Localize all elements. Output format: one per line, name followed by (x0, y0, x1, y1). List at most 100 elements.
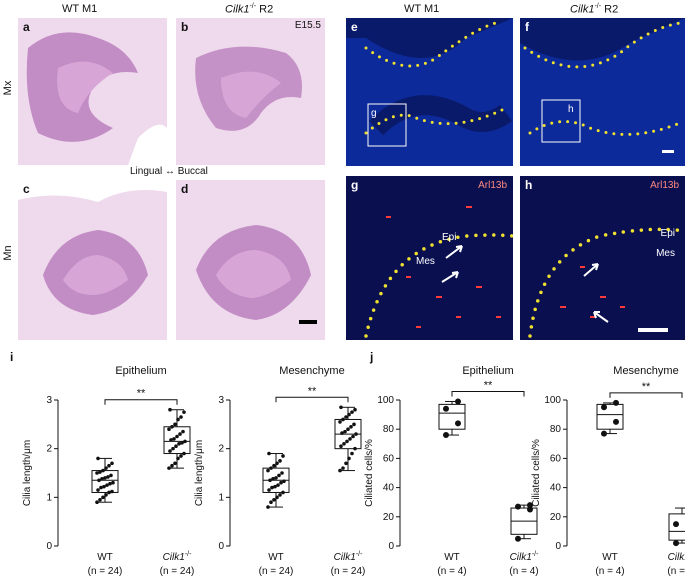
chart-2-point-1-1 (527, 506, 533, 513)
header-he-wt-text: WT M1 (62, 3, 98, 15)
chart-0-point-0-14 (103, 476, 107, 480)
chart-0-ytick-label-3: 3 (46, 395, 52, 406)
chart-1-point-0-17 (266, 468, 270, 473)
chart-0-point-0-16 (109, 473, 113, 478)
chart-1-point-0-16 (280, 471, 284, 475)
chart-1-point-1-2 (344, 461, 348, 466)
chart-0-point-0-3 (104, 493, 108, 497)
chart-0-point-0-9 (105, 483, 109, 487)
chart-1-point-0-23 (267, 451, 271, 456)
chart-0-point-0-13 (100, 477, 104, 481)
chart-1-ylabel: Cilia length/μm (194, 440, 205, 506)
chart-3-point-0-0 (601, 430, 607, 437)
header-he-ko-gene: Cilk1 (225, 3, 250, 16)
chart-0-point-0-22 (110, 461, 114, 466)
chart-1-point-1-22 (353, 407, 357, 412)
axis-note: Lingual ↔ Buccal (130, 166, 208, 177)
label-mes-g: Mes (416, 256, 435, 267)
chart-0-point-1-20 (176, 417, 180, 422)
chart-1-point-1-1 (341, 466, 345, 470)
chart-2-point-1-3 (527, 502, 533, 509)
chart-3-point-0-3 (613, 399, 619, 406)
chart-1-point-1-7 (342, 442, 346, 446)
chart-0-box-1 (163, 426, 191, 455)
panel-c-letter: c (23, 182, 30, 196)
chart-1-point-1-4 (350, 451, 354, 456)
header-fl-ko-tail: R2 (601, 3, 619, 16)
chart-0-point-1-14 (175, 434, 179, 439)
chart-1-point-1-0 (338, 468, 342, 473)
chart-0-cat-1: Cilk1-/- (163, 551, 193, 563)
panel-h-letter: h (525, 178, 533, 192)
chart-1-point-0-15 (277, 473, 281, 478)
label-mes-h: Mes (656, 248, 675, 259)
chart-1-box-1 (334, 418, 362, 450)
chart-1-point-0-10 (279, 480, 283, 485)
chart-2-title: Epithelium (462, 365, 513, 377)
chart-0-point-1-2 (173, 461, 177, 466)
chart-1-point-1-6 (339, 444, 343, 449)
chart-0-sig-label: ** (137, 388, 146, 400)
chart-1-title: Mesenchyme (279, 365, 344, 377)
chart-3-sig-label: ** (642, 381, 651, 393)
header-fl-wt: WT M1 (404, 3, 439, 15)
chart-3-box-1 (668, 513, 685, 541)
chart-1-n-1: (n = 24) (331, 566, 366, 577)
chart-2-point-0-3 (455, 398, 461, 405)
chart-1-point-0-4 (278, 493, 282, 497)
chart-3-n-0: (n = 4) (595, 566, 624, 577)
chart-1-point-1-17 (338, 420, 342, 424)
chart-0-point-1-22 (182, 410, 186, 414)
chart-1-point-1-11 (354, 432, 358, 436)
chart-0-box-0 (91, 470, 119, 493)
chart-0-point-1-3 (176, 456, 180, 461)
header-fl-ko-gene: Cilk1 (570, 3, 595, 16)
chart-2-n-0: (n = 4) (437, 566, 466, 577)
chart-1-ytick-label-2: 2 (218, 444, 224, 455)
chart-1-point-0-20 (275, 461, 279, 466)
chart-0-point-1-13 (172, 437, 176, 441)
chart-1-point-1-21 (350, 410, 354, 414)
chart-3-point-0-1 (613, 418, 619, 425)
chart-2-sig-bracket (451, 390, 525, 397)
chart-2-ytick-label-2: 40 (383, 483, 395, 494)
panel-e-letter: e (351, 20, 358, 34)
chart-0-point-0-17 (95, 471, 99, 475)
chart-3-point-0-2 (601, 404, 607, 411)
chart-1-box-0 (262, 467, 290, 493)
chart-1-cat-0: WT (268, 552, 284, 563)
chart-0-point-0-0 (95, 500, 99, 505)
chart-1-point-1-12 (340, 431, 344, 435)
chart-0-point-1-16 (181, 429, 185, 434)
chart-1-point-0-0 (266, 505, 270, 509)
chart-2-ytick-label-0: 0 (388, 541, 394, 552)
chart-0-point-1-19 (173, 422, 177, 427)
chart-2-box-0 (438, 403, 466, 430)
label-epi-g: Epi (442, 232, 457, 243)
panel-a-letter: a (23, 20, 30, 34)
chart-0-sig-bracket (104, 399, 178, 405)
chart-0-point-0-23 (96, 456, 100, 461)
chart-1-point-0-21 (278, 459, 282, 463)
chart-3-n-1: (n = 4) (667, 566, 685, 577)
chart-3-box-0 (596, 403, 624, 430)
chart-1-sig-bracket (275, 396, 349, 403)
chart-0-point-1-23 (168, 407, 172, 412)
chart-1-point-0-14 (274, 476, 278, 480)
panel-c-tissue (18, 180, 167, 315)
chart-3-cat-0: WT (602, 552, 618, 563)
chart-1-point-0-22 (281, 454, 285, 458)
header-he-ko: Cilk1-/- R2 (225, 3, 273, 16)
chart-1-point-0-19 (272, 463, 276, 468)
panel-h: h Arl13b Epi Mes (520, 176, 685, 340)
chart-0-point-1-17 (167, 427, 171, 432)
chart-3-ytick-label-1: 20 (550, 512, 562, 523)
chart-0-cat-0: WT (97, 552, 113, 563)
chart-0-point-1-8 (174, 444, 178, 449)
chart-1-point-0-9 (276, 483, 280, 487)
chart-1-cat-1: Cilk1-/- (334, 551, 364, 563)
chart-1-point-1-5 (353, 446, 357, 451)
chart-0-point-0-21 (107, 463, 111, 468)
chart-1-point-1-18 (341, 417, 345, 422)
panel-i-letter: i (10, 350, 14, 364)
